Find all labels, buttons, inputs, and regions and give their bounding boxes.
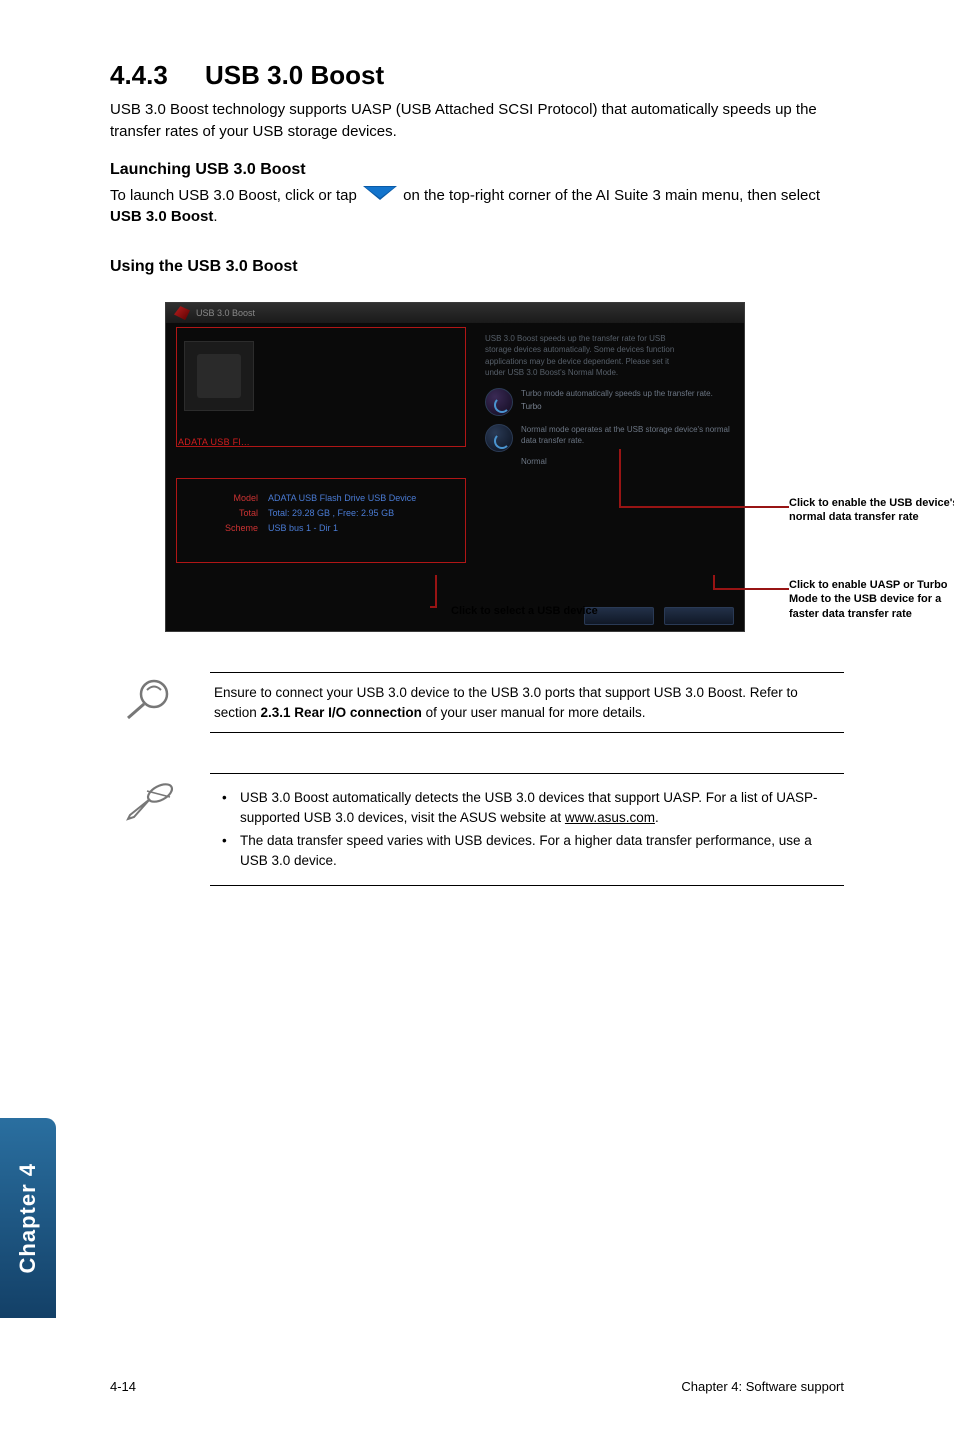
pen-icon xyxy=(120,779,178,826)
section-number: 4.4.3 xyxy=(110,60,205,91)
note1-bold: 2.3.1 Rear I/O connection xyxy=(261,705,422,720)
turbo-mode-row[interactable]: Turbo mode automatically speeds up the t… xyxy=(485,388,730,416)
launching-period: . xyxy=(213,208,217,225)
launching-text-b: on the top-right corner of the AI Suite … xyxy=(403,187,820,204)
device-panel[interactable]: ADATA USB Fl… Model ADATA USB Flash Driv… xyxy=(166,323,471,631)
kv-scheme: Scheme USB bus 1 - Dir 1 xyxy=(188,523,416,533)
magnifier-icon xyxy=(120,678,178,725)
callout-select: Click to select a USB device xyxy=(451,604,598,618)
callout-line-turbo xyxy=(713,588,789,590)
screenshot-wrapper: USB 3.0 Boost ADATA USB Fl… Model ADATA … xyxy=(165,302,765,632)
note2-b1-link[interactable]: www.asus.com xyxy=(565,810,655,825)
app-title: USB 3.0 Boost xyxy=(196,308,255,318)
mode-panel: USB 3.0 Boost speeds up the transfer rat… xyxy=(471,323,744,631)
note1-body: Ensure to connect your USB 3.0 device to… xyxy=(210,672,844,733)
section-heading: 4.4.3USB 3.0 Boost xyxy=(110,60,844,91)
callout-select-text: Click to select a USB device xyxy=(451,605,598,617)
section-title: USB 3.0 Boost xyxy=(205,60,384,90)
note-important: Ensure to connect your USB 3.0 device to… xyxy=(110,672,844,733)
kv-total: Total Total: 29.28 GB , Free: 2.95 GB xyxy=(188,508,416,518)
note2-b1-a: USB 3.0 Boost automatically detects the … xyxy=(240,790,818,825)
asus-logo-icon xyxy=(174,306,190,320)
note2-bullet-2: The data transfer speed varies with USB … xyxy=(214,831,840,870)
turbo-desc: Turbo mode automatically speeds up the t… xyxy=(521,388,713,399)
footer-left: 4-14 xyxy=(110,1379,136,1394)
note1-text-b: of your user manual for more details. xyxy=(422,705,646,720)
normal-desc: Normal mode operates at the USB storage … xyxy=(521,424,730,446)
launching-bold: USB 3.0 Boost xyxy=(110,208,213,225)
chapter-side-tab-text: Chapter 4 xyxy=(15,1163,41,1273)
note2-b1-b: . xyxy=(655,810,659,825)
bottom-button-2[interactable] xyxy=(664,607,734,625)
kv-scheme-val: USB bus 1 - Dir 1 xyxy=(268,523,338,533)
kv-scheme-key: Scheme xyxy=(188,523,268,533)
page-footer: 4-14 Chapter 4: Software support xyxy=(0,1379,954,1394)
callout-select-tick-l xyxy=(430,606,436,608)
note-tip: USB 3.0 Boost automatically detects the … xyxy=(110,773,844,885)
kv-total-val: Total: 29.28 GB , Free: 2.95 GB xyxy=(268,508,394,518)
kv-model-key: Model xyxy=(188,493,268,503)
footer-right: Chapter 4: Software support xyxy=(681,1379,844,1394)
device-info: Model ADATA USB Flash Drive USB Device T… xyxy=(188,488,416,533)
intro-text: USB 3.0 Boost technology supports UASP (… xyxy=(110,99,844,143)
launching-heading: Launching USB 3.0 Boost xyxy=(110,161,844,179)
kv-total-key: Total xyxy=(188,508,268,518)
app-titlebar: USB 3.0 Boost xyxy=(166,303,744,323)
turbo-label: Turbo xyxy=(521,401,713,412)
dropdown-arrow-icon xyxy=(363,185,397,207)
normal-icon xyxy=(485,424,513,452)
callout-normal: Click to enable the USB device's normal … xyxy=(789,496,954,525)
kv-model: Model ADATA USB Flash Drive USB Device xyxy=(188,493,416,503)
normal-label: Normal xyxy=(521,456,730,467)
callout-turbo: Click to enable UASP or Turbo Mode to th… xyxy=(789,578,954,621)
note2-body: USB 3.0 Boost automatically detects the … xyxy=(210,773,844,885)
callout-select-tick xyxy=(435,575,437,608)
launching-text: To launch USB 3.0 Boost, click or tap on… xyxy=(110,185,844,229)
app-window: USB 3.0 Boost ADATA USB Fl… Model ADATA … xyxy=(165,302,745,632)
turbo-icon xyxy=(485,388,513,416)
normal-mode-row[interactable]: Normal mode operates at the USB storage … xyxy=(485,424,730,468)
right-blurb: USB 3.0 Boost speeds up the transfer rat… xyxy=(485,333,685,378)
chapter-side-tab: Chapter 4 xyxy=(0,1118,56,1318)
launching-text-a: To launch USB 3.0 Boost, click or tap xyxy=(110,187,357,204)
using-heading: Using the USB 3.0 Boost xyxy=(110,258,844,276)
note2-b2-a: The data transfer speed varies with USB … xyxy=(240,833,812,868)
kv-model-val: ADATA USB Flash Drive USB Device xyxy=(268,493,416,503)
device-thumbnail[interactable] xyxy=(184,341,254,411)
note2-bullet-1: USB 3.0 Boost automatically detects the … xyxy=(214,788,840,827)
callout-line-normal xyxy=(619,506,789,508)
